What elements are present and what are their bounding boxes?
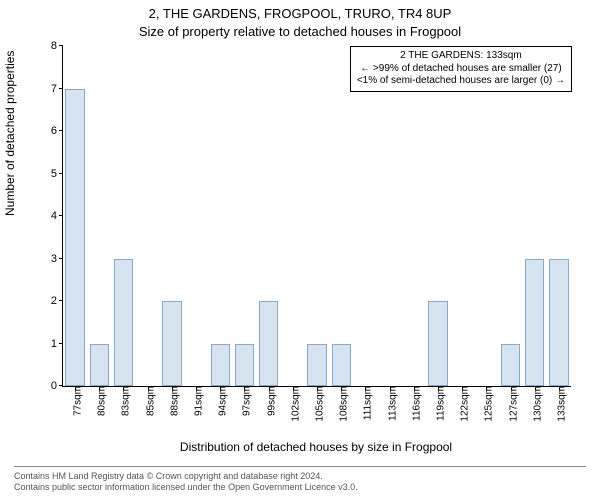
- x-tick-label: 127sqm: [502, 386, 519, 422]
- y-tick-label: 1: [51, 338, 63, 350]
- y-tick-label: 2: [51, 295, 63, 307]
- annotation-line: 2 THE GARDENS: 133sqm: [357, 50, 565, 63]
- x-tick-label: 102sqm: [284, 386, 301, 422]
- y-tick-label: 3: [51, 253, 63, 265]
- bar: [428, 301, 447, 386]
- y-tick-mark: [59, 343, 63, 344]
- x-tick-label: 88sqm: [163, 386, 180, 416]
- x-tick-label: 83sqm: [115, 386, 132, 416]
- bar: [114, 259, 133, 387]
- bar: [525, 259, 544, 387]
- y-tick-mark: [59, 130, 63, 131]
- footer: Contains HM Land Registry data © Crown c…: [14, 466, 586, 494]
- x-tick-label: 113sqm: [381, 386, 398, 421]
- plot-area: 01234567877sqm80sqm83sqm85sqm88sqm91sqm9…: [62, 46, 571, 387]
- annotation-line: ← >99% of detached houses are smaller (2…: [357, 63, 565, 76]
- x-tick-label: 97sqm: [236, 386, 253, 416]
- x-tick-label: 77sqm: [67, 386, 84, 416]
- x-tick-label: 80sqm: [91, 386, 108, 416]
- y-tick-mark: [59, 215, 63, 216]
- x-tick-label: 116sqm: [405, 386, 422, 421]
- bar: [235, 344, 254, 387]
- bar: [65, 89, 84, 387]
- x-tick-label: 111sqm: [357, 386, 374, 420]
- x-tick-label: 94sqm: [212, 386, 229, 416]
- bar: [332, 344, 351, 387]
- x-tick-label: 105sqm: [309, 386, 326, 422]
- x-tick-label: 91sqm: [188, 386, 205, 416]
- y-tick-label: 4: [51, 210, 63, 222]
- footer-line: Contains HM Land Registry data © Crown c…: [14, 471, 586, 483]
- x-tick-label: 108sqm: [333, 386, 350, 422]
- y-tick-mark: [59, 173, 63, 174]
- footer-line: Contains public sector information licen…: [14, 482, 586, 494]
- x-tick-label: 119sqm: [429, 386, 446, 421]
- y-tick-mark: [59, 258, 63, 259]
- y-tick-mark: [59, 300, 63, 301]
- bar: [162, 301, 181, 386]
- x-axis-label: Distribution of detached houses by size …: [62, 440, 570, 454]
- y-tick-label: 5: [51, 168, 63, 180]
- chart-title-main: 2, THE GARDENS, FROGPOOL, TRURO, TR4 8UP: [0, 6, 600, 21]
- bar: [90, 344, 109, 387]
- x-tick-label: 85sqm: [139, 386, 156, 416]
- chart-title-sub: Size of property relative to detached ho…: [0, 24, 600, 39]
- y-tick-mark: [59, 45, 63, 46]
- y-tick-mark: [59, 385, 63, 386]
- bar: [501, 344, 520, 387]
- y-axis-label: Number of detached properties: [3, 51, 17, 216]
- x-tick-label: 133sqm: [550, 386, 567, 422]
- x-tick-label: 122sqm: [454, 386, 471, 422]
- annotation-line: <1% of semi-detached houses are larger (…: [357, 75, 565, 88]
- y-tick-label: 6: [51, 125, 63, 137]
- bar: [549, 259, 568, 387]
- chart-container: 2, THE GARDENS, FROGPOOL, TRURO, TR4 8UP…: [0, 0, 600, 500]
- bar: [259, 301, 278, 386]
- y-tick-label: 0: [51, 380, 63, 392]
- y-tick-label: 8: [51, 40, 63, 52]
- chart-annotation: 2 THE GARDENS: 133sqm ← >99% of detached…: [350, 46, 572, 92]
- y-tick-mark: [59, 88, 63, 89]
- y-tick-label: 7: [51, 83, 63, 95]
- x-tick-label: 130sqm: [526, 386, 543, 422]
- bar: [211, 344, 230, 387]
- bar: [307, 344, 326, 387]
- x-tick-label: 99sqm: [260, 386, 277, 416]
- x-tick-label: 125sqm: [478, 386, 495, 422]
